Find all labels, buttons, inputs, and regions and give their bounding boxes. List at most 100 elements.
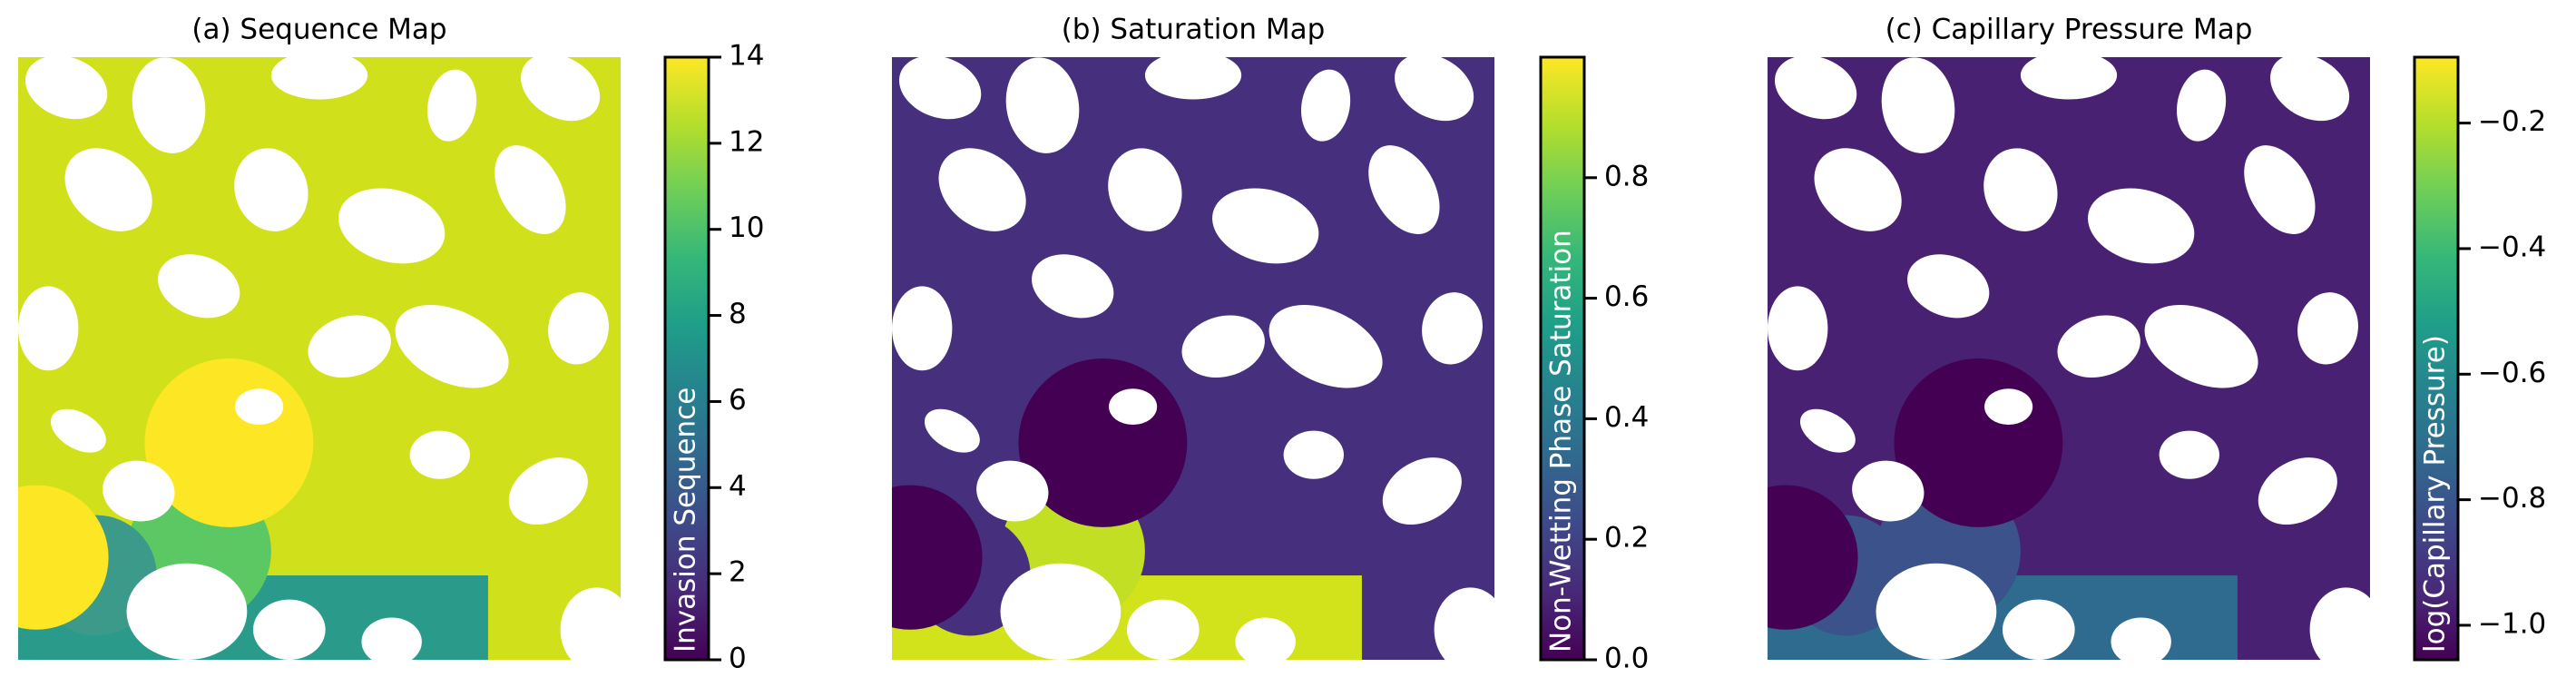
colorbar-tick-label: 12: [729, 125, 764, 158]
pore: [2057, 315, 2140, 378]
colorbar-tick-label: −0.2: [2478, 105, 2546, 138]
pore: [1283, 430, 1345, 479]
pore: [1876, 563, 1997, 660]
pore: [1395, 57, 1474, 122]
pore: [2159, 430, 2219, 479]
pore: [2309, 587, 2370, 660]
map-image: [1768, 57, 2370, 660]
pore: [1032, 254, 1114, 319]
pore: [103, 460, 175, 522]
pore: [1235, 617, 1296, 660]
pore: [495, 145, 566, 234]
map-image: [892, 57, 1494, 660]
pore: [2270, 57, 2350, 122]
colorbar-tick-label: 2: [729, 556, 747, 589]
pore: [18, 286, 79, 371]
pore: [2258, 457, 2337, 525]
panel: (c) Capillary Pressure Map −1.0 −0.8 −0.6 −0…: [1768, 14, 2546, 662]
pore: [1000, 563, 1121, 660]
pore: [308, 315, 391, 378]
colorbar-tick-label: −0.4: [2478, 231, 2546, 263]
pore: [1434, 587, 1494, 660]
colorbar-tick-label: 6: [729, 384, 747, 417]
pore: [126, 563, 248, 660]
panel: (a) Sequence Map 0 2 4 6 8 10 12 14 Invasion Sequ…: [18, 14, 764, 675]
pore: [892, 286, 953, 371]
pore: [235, 388, 284, 426]
pore: [2144, 304, 2258, 388]
pore: [64, 148, 152, 231]
pore: [1983, 148, 2058, 231]
pore: [395, 304, 509, 388]
pore: [1108, 148, 1182, 231]
map-region: [18, 485, 109, 630]
colorbar-tick-label: 10: [729, 211, 764, 244]
pore: [270, 57, 368, 100]
pore: [1126, 599, 1200, 660]
pore: [1814, 148, 1902, 231]
pore: [2244, 145, 2316, 234]
map-region: [1768, 485, 1858, 630]
pore: [1268, 304, 1383, 388]
pore: [1368, 145, 1440, 234]
colorbar-tick-label: 0.0: [1604, 643, 1649, 675]
colorbar: [663, 55, 710, 662]
panel-title: (a) Sequence Map: [191, 14, 446, 46]
colorbar-tick-label: −0.8: [2478, 482, 2546, 515]
colorbar-tick-label: 0.8: [1604, 160, 1649, 192]
pore: [1768, 286, 1828, 371]
panel-title: (c) Capillary Pressure Map: [1885, 14, 2253, 46]
pore: [1984, 388, 2033, 426]
colorbar-tick-label: 4: [729, 470, 747, 503]
pore: [409, 430, 470, 479]
colorbar: [1539, 55, 1586, 662]
pore: [1212, 188, 1319, 264]
pore: [158, 254, 240, 319]
pore: [2088, 188, 2195, 264]
pore: [924, 408, 980, 453]
pore: [938, 148, 1026, 231]
pore: [1799, 408, 1856, 453]
colorbar-label: log(Capillary Pressure): [2419, 335, 2452, 653]
pore: [234, 148, 309, 231]
pore: [1181, 315, 1265, 378]
pore: [1144, 57, 1242, 100]
colorbar-tick-label: 0.4: [1604, 401, 1649, 434]
pore: [521, 57, 601, 122]
colorbar-tick-label: 0: [729, 643, 747, 675]
colorbar-tick-label: −1.0: [2478, 607, 2546, 640]
map-image: [18, 57, 621, 660]
pore: [24, 57, 108, 120]
pore: [361, 617, 422, 660]
colorbar-tick-label: −0.6: [2478, 357, 2546, 389]
pore: [2177, 69, 2227, 142]
pore: [2111, 617, 2171, 660]
pore: [2002, 599, 2075, 660]
pore: [1005, 57, 1080, 153]
colorbar-tick-label: 14: [729, 40, 764, 73]
pore: [427, 69, 477, 142]
colorbar-label: Invasion Sequence: [670, 388, 702, 653]
pore: [1774, 57, 1857, 120]
colorbar-tick-label: 0.2: [1604, 522, 1649, 555]
panel-title: (b) Saturation Map: [1062, 14, 1326, 46]
pore: [1852, 460, 1925, 522]
pore: [898, 57, 982, 120]
colorbar: [2413, 55, 2460, 662]
pore: [2297, 292, 2358, 365]
pore: [1907, 254, 1990, 319]
colorbar-tick-label: 8: [729, 298, 747, 330]
colorbar-label: Non-Wetting Phase Saturation: [1545, 230, 1578, 653]
pore: [1881, 57, 1955, 153]
pore: [1301, 69, 1351, 142]
pore: [2020, 57, 2118, 100]
pore: [1109, 388, 1158, 426]
colorbar-tick-label: 0.6: [1604, 280, 1649, 313]
pore: [1382, 457, 1462, 525]
pore: [50, 408, 106, 453]
map-region: [892, 485, 983, 630]
pore: [560, 587, 621, 660]
pore: [508, 457, 588, 525]
pore: [132, 57, 206, 153]
